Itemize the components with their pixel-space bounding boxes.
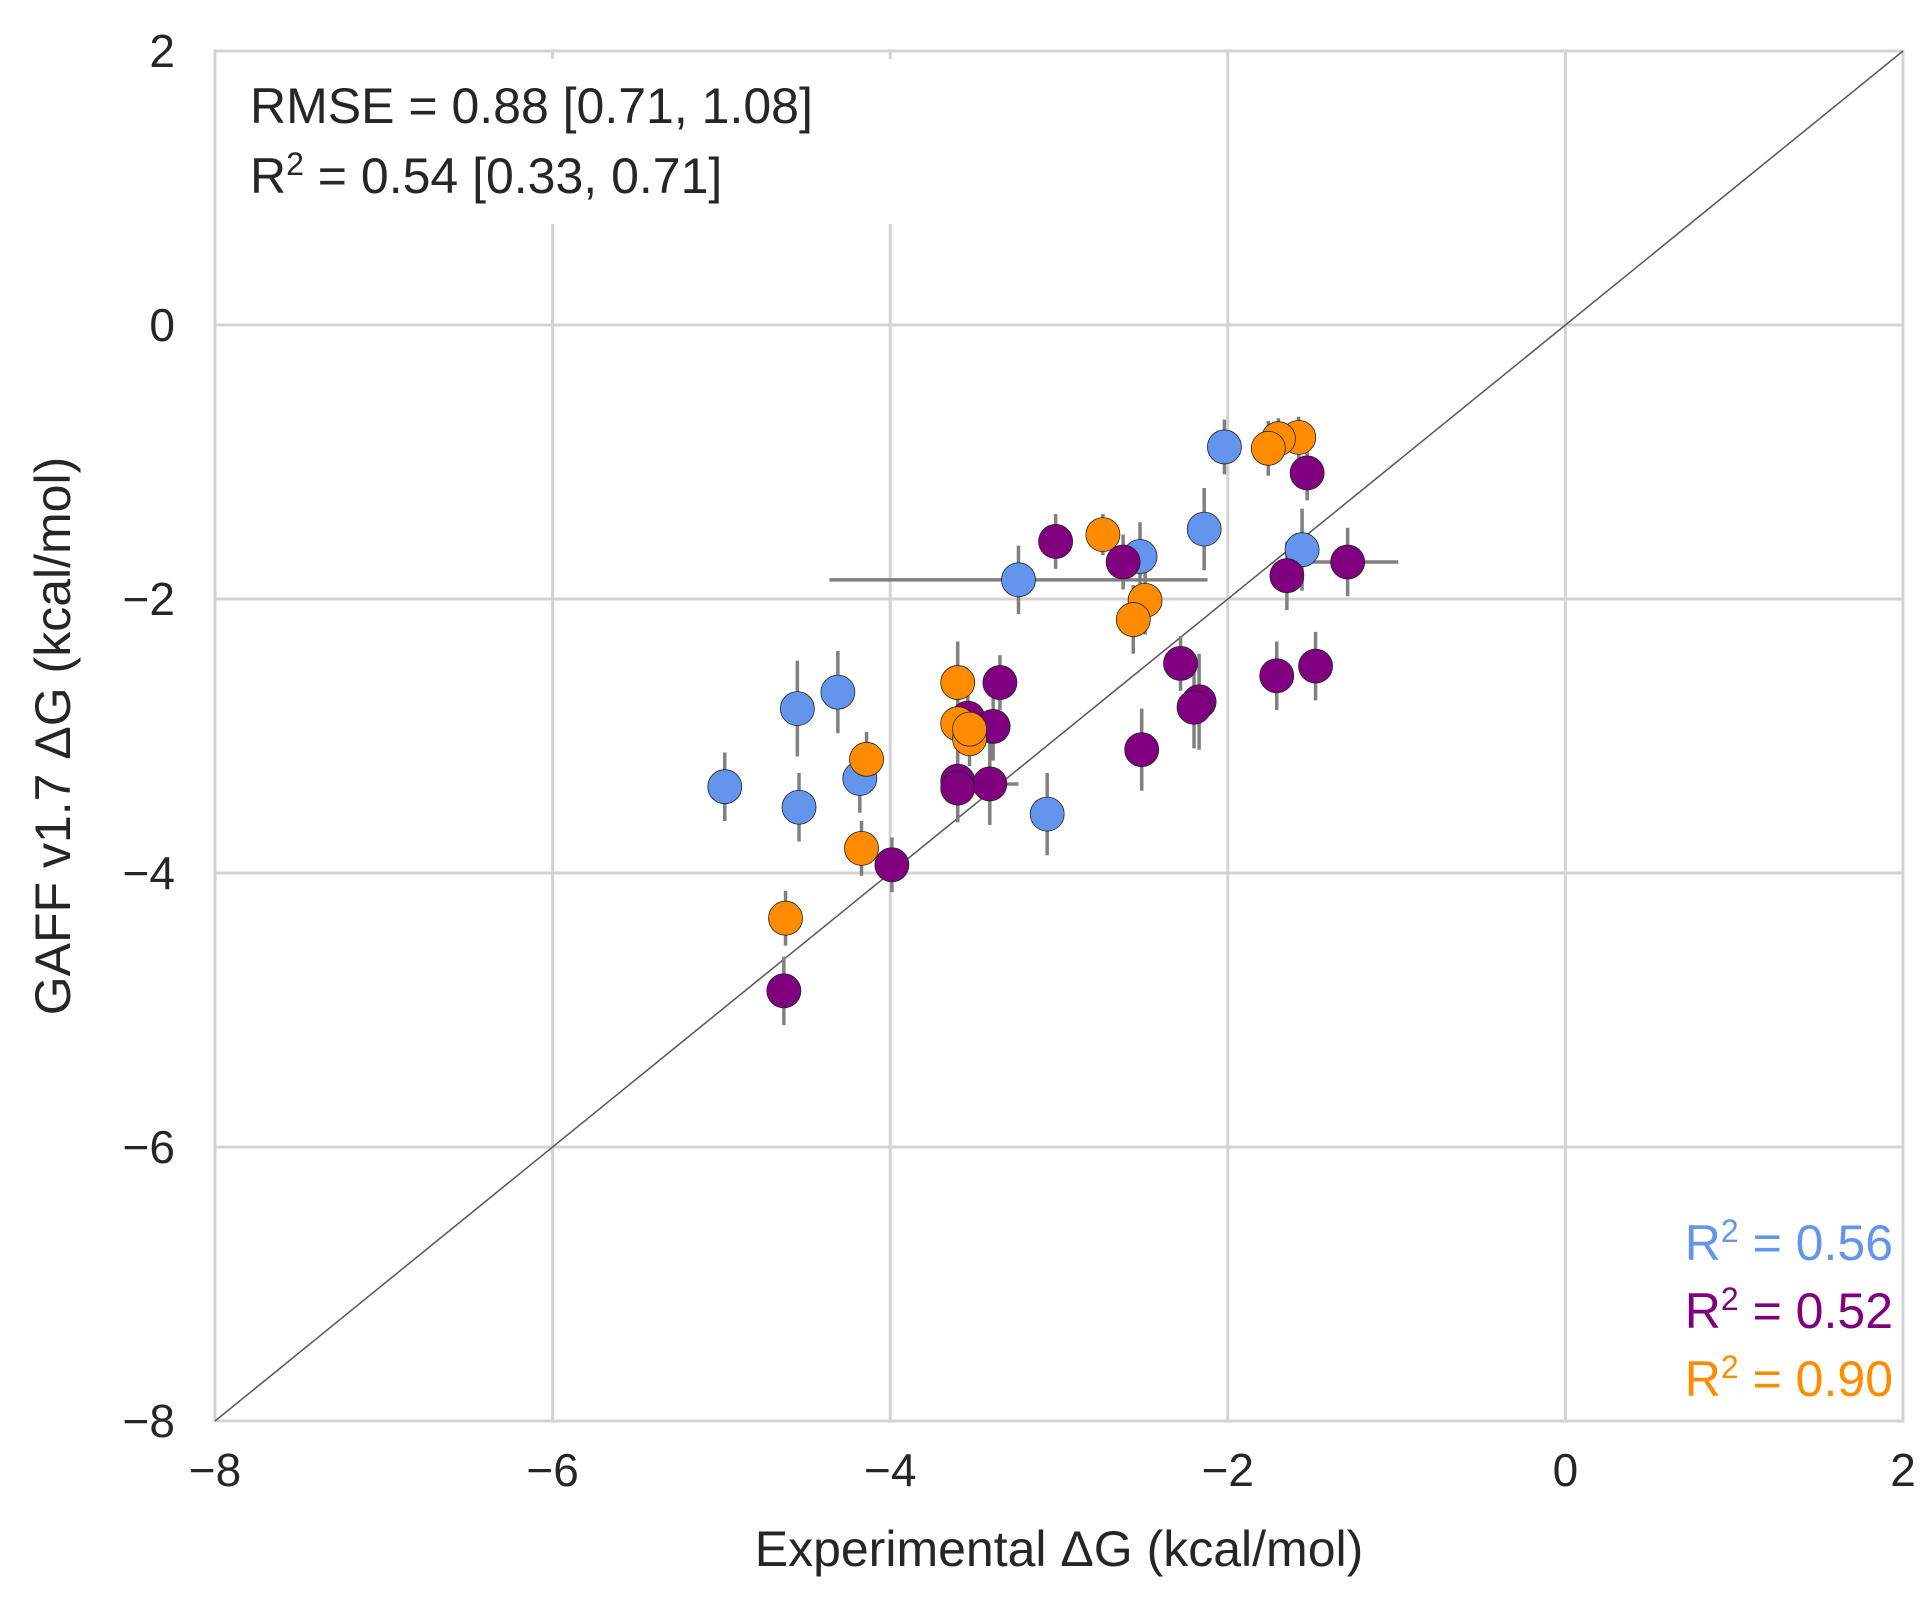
y-tick-label: −4 bbox=[123, 847, 175, 899]
data-point-orange bbox=[1085, 517, 1121, 553]
y-tick-label: −6 bbox=[123, 1121, 175, 1173]
r2-annotation-prefix: R bbox=[250, 148, 286, 204]
data-point-blue bbox=[781, 789, 817, 825]
data-point-blue bbox=[707, 769, 743, 805]
r2-legend-orange-rest: = 0.90 bbox=[1739, 1351, 1893, 1407]
errorbar-layer bbox=[723, 416, 1399, 1026]
data-point-blue bbox=[1001, 562, 1036, 598]
r2-legend-blue-sup: 2 bbox=[1721, 1213, 1739, 1249]
data-point-purple bbox=[1259, 658, 1295, 694]
r2-legend-blue-rest: = 0.56 bbox=[1739, 1215, 1893, 1271]
data-point-blue bbox=[1029, 796, 1065, 832]
data-point-orange bbox=[1250, 430, 1286, 466]
x-tick-label: 0 bbox=[1553, 1444, 1579, 1496]
data-point-purple bbox=[1289, 455, 1325, 491]
r2-annotation-sup: 2 bbox=[286, 146, 304, 182]
plot-frame bbox=[213, 49, 1905, 1423]
x-tick-label: −8 bbox=[189, 1444, 241, 1496]
stats-box bbox=[223, 59, 938, 224]
tick-layer: −8 −6 −4 −2 0 2 −8 −6 −4 −2 0 2 bbox=[123, 25, 1916, 1496]
data-point-purple bbox=[1124, 732, 1160, 768]
x-tick-label: −2 bbox=[1202, 1444, 1254, 1496]
r2-legend: R2 = 0.56 R2 = 0.52 R2 = 0.90 bbox=[1685, 1213, 1893, 1407]
r2-legend-blue-prefix: R bbox=[1685, 1215, 1721, 1271]
data-point-purple bbox=[1105, 544, 1141, 580]
identity-line bbox=[214, 50, 1904, 1422]
data-point-purple bbox=[1330, 544, 1366, 580]
x-tick-label: −6 bbox=[526, 1444, 578, 1496]
data-point-purple bbox=[940, 770, 976, 806]
r2-annotation-rest: = 0.54 [0.33, 0.71] bbox=[304, 148, 722, 204]
data-point-orange bbox=[1115, 602, 1151, 637]
x-tick-label: 2 bbox=[1890, 1444, 1916, 1496]
data-point-purple bbox=[766, 973, 802, 1009]
data-point-purple bbox=[1298, 648, 1333, 684]
data-point-orange bbox=[844, 830, 879, 866]
data-point-purple bbox=[1176, 689, 1212, 725]
data-point-blue bbox=[1284, 532, 1320, 568]
x-tick-label: −4 bbox=[864, 1444, 916, 1496]
data-point-purple bbox=[1269, 558, 1305, 594]
data-point-blue bbox=[1207, 429, 1242, 465]
point-layer bbox=[707, 419, 1366, 1009]
y-tick-label: 0 bbox=[149, 299, 175, 351]
data-point-orange bbox=[952, 711, 987, 747]
data-point-orange bbox=[940, 665, 976, 700]
data-point-purple bbox=[874, 847, 910, 883]
data-point-orange bbox=[849, 741, 884, 777]
y-tick-label: −8 bbox=[123, 1395, 175, 1447]
r2-annotation: R2 = 0.54 [0.33, 0.71] bbox=[250, 146, 722, 204]
data-point-blue bbox=[820, 674, 856, 710]
r2-legend-purple-rest: = 0.52 bbox=[1739, 1283, 1893, 1339]
data-point-blue bbox=[779, 691, 815, 726]
data-point-purple bbox=[982, 665, 1018, 700]
r2-legend-purple-prefix: R bbox=[1685, 1283, 1721, 1339]
r2-legend-purple: R2 = 0.52 bbox=[1685, 1281, 1893, 1339]
y-axis-label: GAFF v1.7 ΔG (kcal/mol) bbox=[25, 457, 81, 1015]
r2-legend-orange: R2 = 0.90 bbox=[1685, 1349, 1893, 1407]
data-point-purple bbox=[1163, 645, 1198, 681]
y-tick-label: −2 bbox=[123, 573, 175, 625]
data-point-purple bbox=[1038, 524, 1074, 559]
r2-legend-orange-sup: 2 bbox=[1721, 1349, 1739, 1385]
r2-legend-orange-prefix: R bbox=[1685, 1351, 1721, 1407]
r2-legend-purple-sup: 2 bbox=[1721, 1281, 1739, 1317]
data-point-purple bbox=[972, 766, 1008, 802]
data-point-orange bbox=[768, 900, 803, 936]
x-axis-label: Experimental ΔG (kcal/mol) bbox=[755, 1521, 1364, 1577]
r2-legend-blue: R2 = 0.56 bbox=[1685, 1213, 1893, 1271]
rmse-annotation: RMSE = 0.88 [0.71, 1.08] bbox=[250, 78, 813, 134]
y-tick-label: 2 bbox=[149, 25, 175, 77]
data-point-blue bbox=[1186, 511, 1222, 547]
